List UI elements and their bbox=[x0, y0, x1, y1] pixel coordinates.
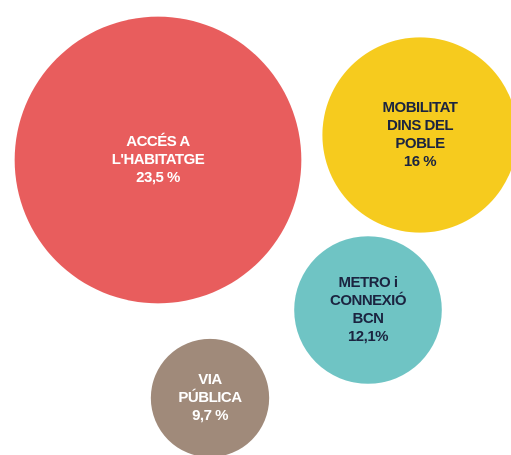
bubble-label: POBLE bbox=[395, 135, 445, 152]
bubble-label: BCN bbox=[353, 310, 384, 327]
bubble-label: MOBILITAT bbox=[383, 99, 458, 116]
bubble bbox=[322, 37, 511, 233]
bubble bbox=[150, 338, 270, 455]
bubble-label: DINS DEL bbox=[387, 117, 453, 134]
value-label: 16 % bbox=[404, 153, 436, 170]
bubble-label: CONNEXIÓ bbox=[330, 291, 407, 309]
value-label: 12,1% bbox=[348, 328, 388, 345]
value-label: 9,7 % bbox=[192, 407, 228, 424]
bubble bbox=[294, 236, 442, 384]
bubble-label: PÚBLICA bbox=[178, 388, 242, 406]
bubble-label: L'HABITATGE bbox=[112, 151, 205, 168]
bubble-label: VIA bbox=[198, 371, 222, 388]
value-label: 23,5 % bbox=[136, 169, 180, 186]
bubble bbox=[14, 16, 302, 304]
bubble-label: METRO i bbox=[339, 274, 398, 291]
bubble-label: ACCÉS A bbox=[126, 133, 190, 150]
